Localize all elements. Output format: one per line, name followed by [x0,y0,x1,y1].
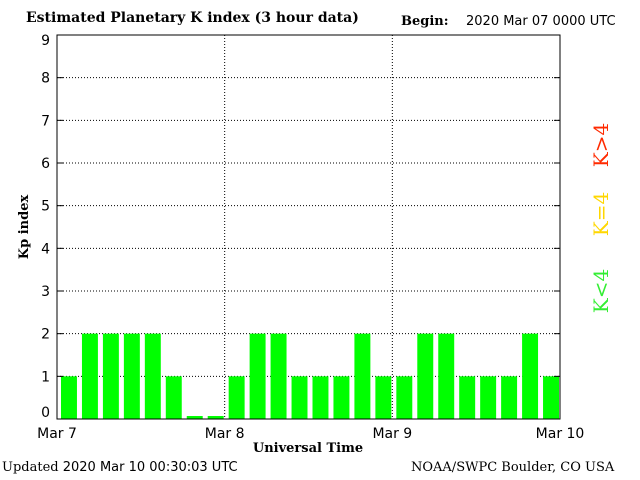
x-tick-label: Mar 8 [205,426,245,442]
legend-item: K<4 [589,269,613,313]
kp-bar [81,333,98,419]
kp-bar [480,376,497,419]
kp-bar [249,333,266,419]
y-tick-label: 1 [41,369,50,385]
kp-bar [354,333,371,419]
plot-frame [56,34,561,420]
legend-item: K=4 [589,192,613,236]
chart-title: Estimated Planetary K index (3 hour data… [26,10,359,26]
y-tick-label: 5 [41,199,50,215]
y-axis-title: Kp index [17,195,32,260]
x-tick-label: Mar 9 [372,426,412,442]
kp-bar [144,333,161,419]
updated-line: Updated 2020 Mar 10 00:30:03 UTC [2,460,238,475]
kp-bar [270,333,287,419]
kp-bar [501,376,518,419]
legend: K>4 K=4 K<4 [589,123,613,313]
updated-label: Updated [2,460,59,475]
begin-label: Begin: [401,14,449,29]
credit-text: NOAA/SWPC Boulder, CO USA [411,460,615,475]
x-tick-label: Mar 7 [37,426,77,442]
kp-bar [438,333,455,419]
updated-timestamp: 2020 Mar 10 00:30:03 UTC [62,460,238,475]
x-axis-title: Universal Time [253,441,363,456]
kp-bar [459,376,476,419]
legend-item: K>4 [589,123,613,167]
y-tick-label: 9 [41,33,50,49]
y-tick-label: 8 [41,71,50,87]
kp-bar [61,376,77,419]
y-tick-label: 3 [41,284,50,300]
bar-series [61,333,559,419]
y-tick-label: 2 [41,327,50,343]
kp-bar [102,333,119,419]
kp-bar [417,333,434,419]
kp-bar [312,376,329,419]
y-tick-label: 0 [41,405,50,421]
kp-bar [522,333,539,419]
x-axis-ticks: Mar 7 Mar 8 Mar 9 Mar 10 [37,426,584,442]
kp-bar [207,416,224,419]
begin-date: 2020 Mar 07 0000 UTC [466,14,616,29]
kp-bar [543,376,559,419]
y-axis-ticks: 0 1 2 3 4 5 6 7 8 9 [41,33,560,421]
kp-bar [165,376,182,419]
kp-bar [186,416,203,419]
kp-bar [375,376,392,419]
x-tick-label: Mar 10 [536,426,585,442]
y-tick-label: 4 [41,241,50,257]
kp-bar [396,376,413,419]
y-tick-label: 6 [41,156,50,172]
y-tick-label: 7 [41,113,50,129]
grid-lines [57,35,560,419]
kp-bar [333,376,350,419]
kp-bar [123,333,140,419]
kp-bar [291,376,308,419]
kp-bar [228,376,245,419]
